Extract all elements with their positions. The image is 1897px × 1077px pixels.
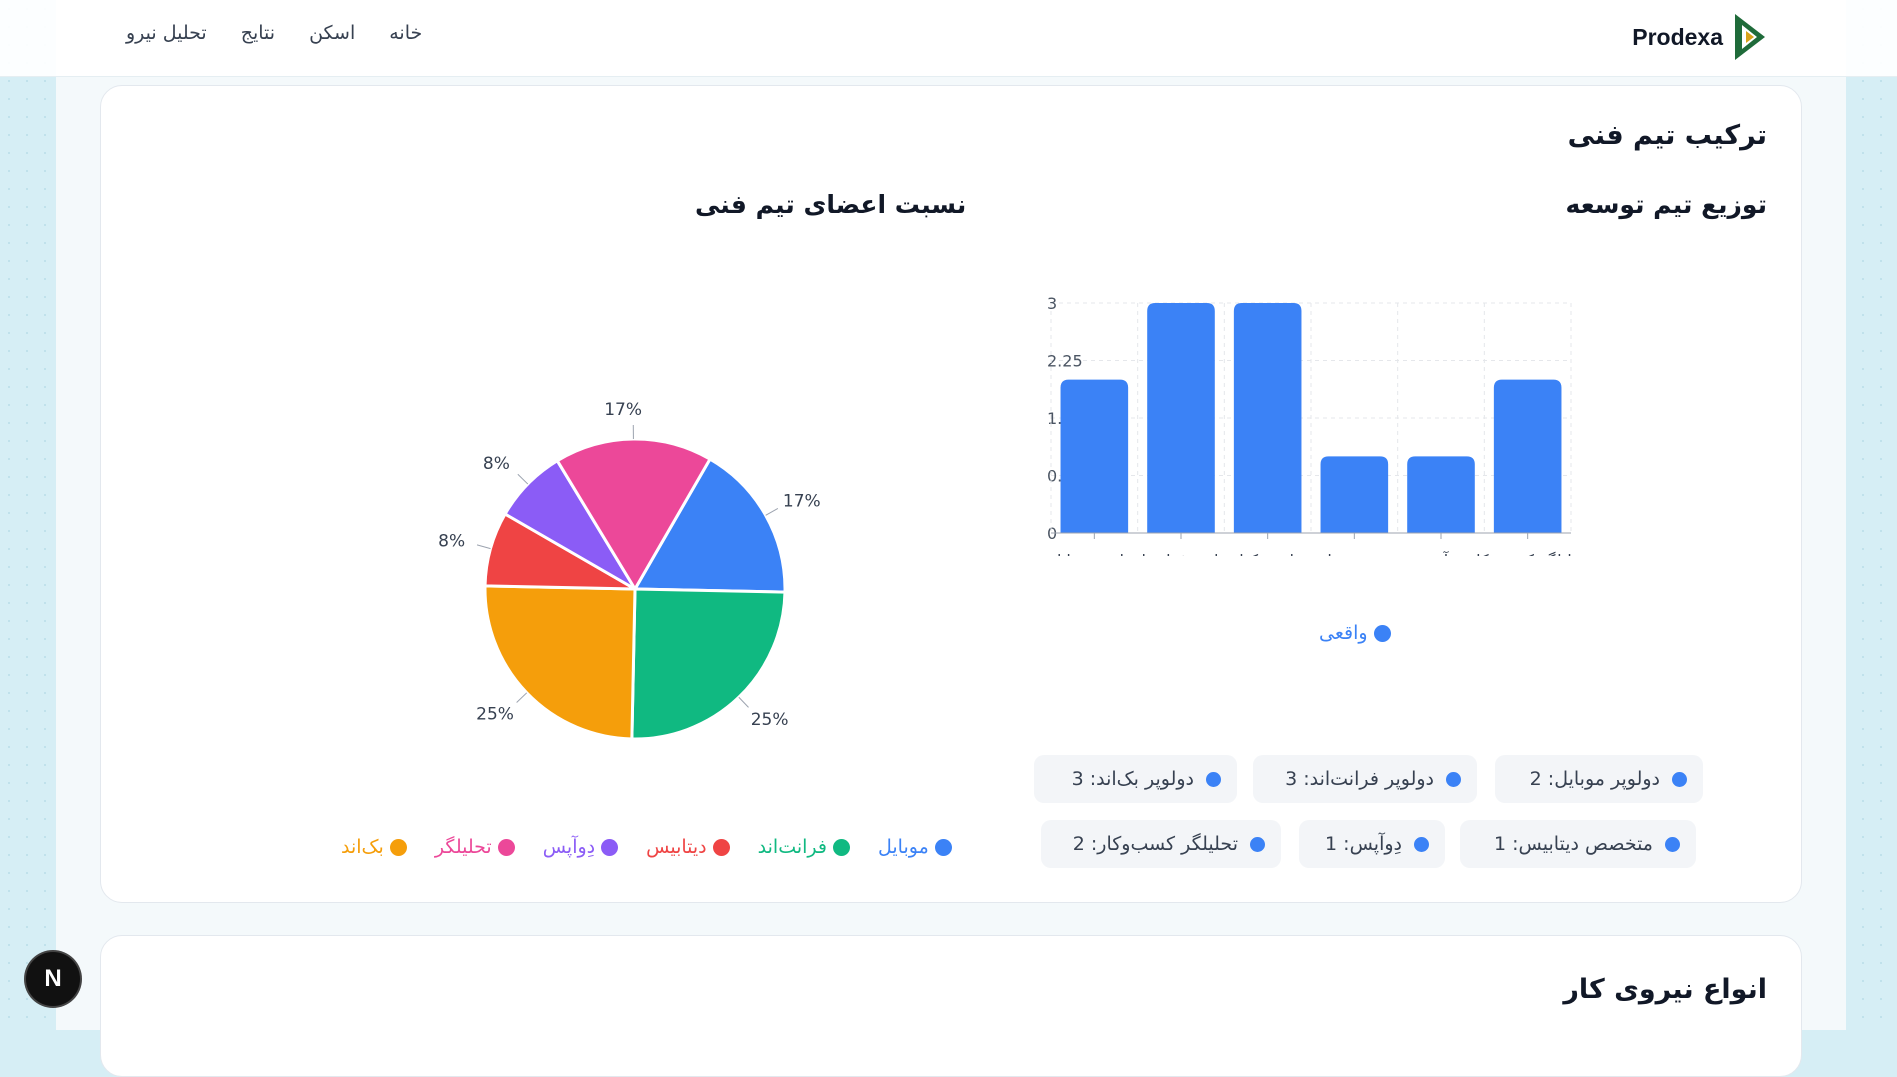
- x-tick-label: دولوپر موبایل: [1050, 551, 1139, 556]
- brand[interactable]: Prodexa: [1632, 12, 1769, 62]
- stat-text: دِوآپس: 1: [1325, 833, 1402, 855]
- x-tick-label: دولوپر بک‌اند: [1226, 551, 1308, 556]
- stat-text: دولوپر موبایل: 2: [1530, 768, 1660, 790]
- legend-swatch: [935, 839, 952, 856]
- legend-swatch: [833, 839, 850, 856]
- y-tick-label: 2.25: [1047, 352, 1083, 371]
- pie-chart: 17% 25% 25% 8% 8% 17%: [351, 301, 911, 761]
- x-tick-label: دِوآپس: [1419, 551, 1463, 556]
- nav-home[interactable]: خانه: [389, 22, 422, 44]
- pie-leader: [517, 693, 527, 703]
- pie-label: 17%: [604, 400, 642, 420]
- top-navbar: خانه اسکن نتایج تحلیل نیرو Prodexa: [0, 0, 1897, 77]
- pie-legend-item: تحلیلگر: [435, 836, 515, 858]
- logo-icon: [1733, 12, 1769, 62]
- legend-swatch: [1374, 625, 1391, 642]
- bar: [1147, 303, 1215, 533]
- pie-legend-label: دِوآپس: [543, 836, 595, 858]
- nav-scan[interactable]: اسکن: [309, 22, 355, 44]
- stat-dot: [1206, 772, 1221, 787]
- stat-db-specialist: متخصص دیتابیس: 1: [1460, 820, 1696, 868]
- x-tick-label: متخصص دیتابیس: [1298, 551, 1411, 556]
- stat-dot: [1414, 837, 1429, 852]
- x-tick-label: تحلیلگر کسب‌وکار: [1467, 551, 1587, 556]
- nav-workforce-analysis[interactable]: تحلیل نیرو: [126, 22, 207, 44]
- section-title: ترکیب تیم فنی: [1568, 120, 1767, 151]
- pie-legend-item: فرانت‌اند: [758, 836, 850, 858]
- pie-chart-title: نسبت اعضای تیم فنی: [695, 190, 966, 219]
- bar: [1494, 380, 1562, 533]
- pie-label: 25%: [476, 705, 514, 725]
- stat-business-analyst: تحلیلگر کسب‌وکار: 2: [1041, 820, 1281, 868]
- pie-label: 17%: [783, 492, 821, 512]
- pie-leader: [477, 545, 490, 549]
- pie-leader: [739, 697, 749, 707]
- workforce-types-card: انواع نیروی کار: [100, 935, 1802, 1077]
- legend-swatch: [601, 839, 618, 856]
- bar-legend-label: واقعی: [1319, 622, 1368, 644]
- stat-text: دولوپر بک‌اند: 3: [1072, 768, 1194, 790]
- bar-chart-title: توزیع تیم توسعه: [1566, 190, 1767, 219]
- pie-legend-item: موبایل: [878, 836, 952, 858]
- bar: [1234, 303, 1302, 533]
- brand-name: Prodexa: [1632, 24, 1723, 51]
- stat-text: دولوپر فرانت‌اند: 3: [1285, 768, 1434, 790]
- stat-backend-dev: دولوپر بک‌اند: 3: [1034, 755, 1237, 803]
- pie-leader: [766, 508, 778, 515]
- bar: [1061, 380, 1129, 533]
- section-title: انواع نیروی کار: [1563, 974, 1767, 1005]
- pie-legend-label: موبایل: [878, 836, 929, 858]
- stat-dot: [1665, 837, 1680, 852]
- y-tick-label: 3: [1047, 294, 1057, 313]
- stat-text: متخصص دیتابیس: 1: [1494, 833, 1653, 855]
- pie-leader: [518, 474, 528, 484]
- main-nav: خانه اسکن نتایج تحلیل نیرو: [126, 22, 422, 44]
- stat-frontend-dev: دولوپر فرانت‌اند: 3: [1253, 755, 1477, 803]
- legend-swatch: [498, 839, 515, 856]
- stat-dot: [1672, 772, 1687, 787]
- bar: [1321, 456, 1389, 533]
- pie-legend: موبایل فرانت‌اند دیتابیس دِوآپس تحلیلگر بک‌ان…: [341, 836, 952, 858]
- stat-devops: دِوآپس: 1: [1299, 820, 1445, 868]
- stat-dot: [1250, 837, 1265, 852]
- bar-legend: واقعی: [1319, 622, 1391, 644]
- x-tick-label: دولوپر فرانت‌اند: [1129, 551, 1234, 556]
- pie-legend-label: فرانت‌اند: [758, 836, 827, 858]
- stat-dot: [1446, 772, 1461, 787]
- bar: [1407, 456, 1475, 533]
- team-composition-card: ترکیب تیم فنی توزیع تیم توسعه نسبت اعضای…: [100, 85, 1802, 903]
- pie-legend-item: بک‌اند: [341, 836, 407, 858]
- legend-swatch: [390, 839, 407, 856]
- dev-tools-badge[interactable]: N: [26, 952, 80, 1006]
- pie-legend-label: دیتابیس: [646, 836, 707, 858]
- pie-label: 25%: [751, 710, 789, 730]
- pie-legend-item: دِوآپس: [543, 836, 618, 858]
- legend-swatch: [713, 839, 730, 856]
- pie-label: 8%: [483, 454, 510, 474]
- pie-legend-label: بک‌اند: [341, 836, 384, 858]
- pie-label: 8%: [438, 532, 465, 552]
- pie-legend-item: دیتابیس: [646, 836, 730, 858]
- stat-text: تحلیلگر کسب‌وکار: 2: [1073, 833, 1238, 855]
- stat-mobile-dev: دولوپر موبایل: 2: [1495, 755, 1703, 803]
- nav-results[interactable]: نتایج: [241, 22, 275, 44]
- bar-chart: 00.751.52.253دولوپر موبایلدولوپر فرانت‌ا…: [1041, 256, 1741, 556]
- pie-legend-label: تحلیلگر: [435, 836, 492, 858]
